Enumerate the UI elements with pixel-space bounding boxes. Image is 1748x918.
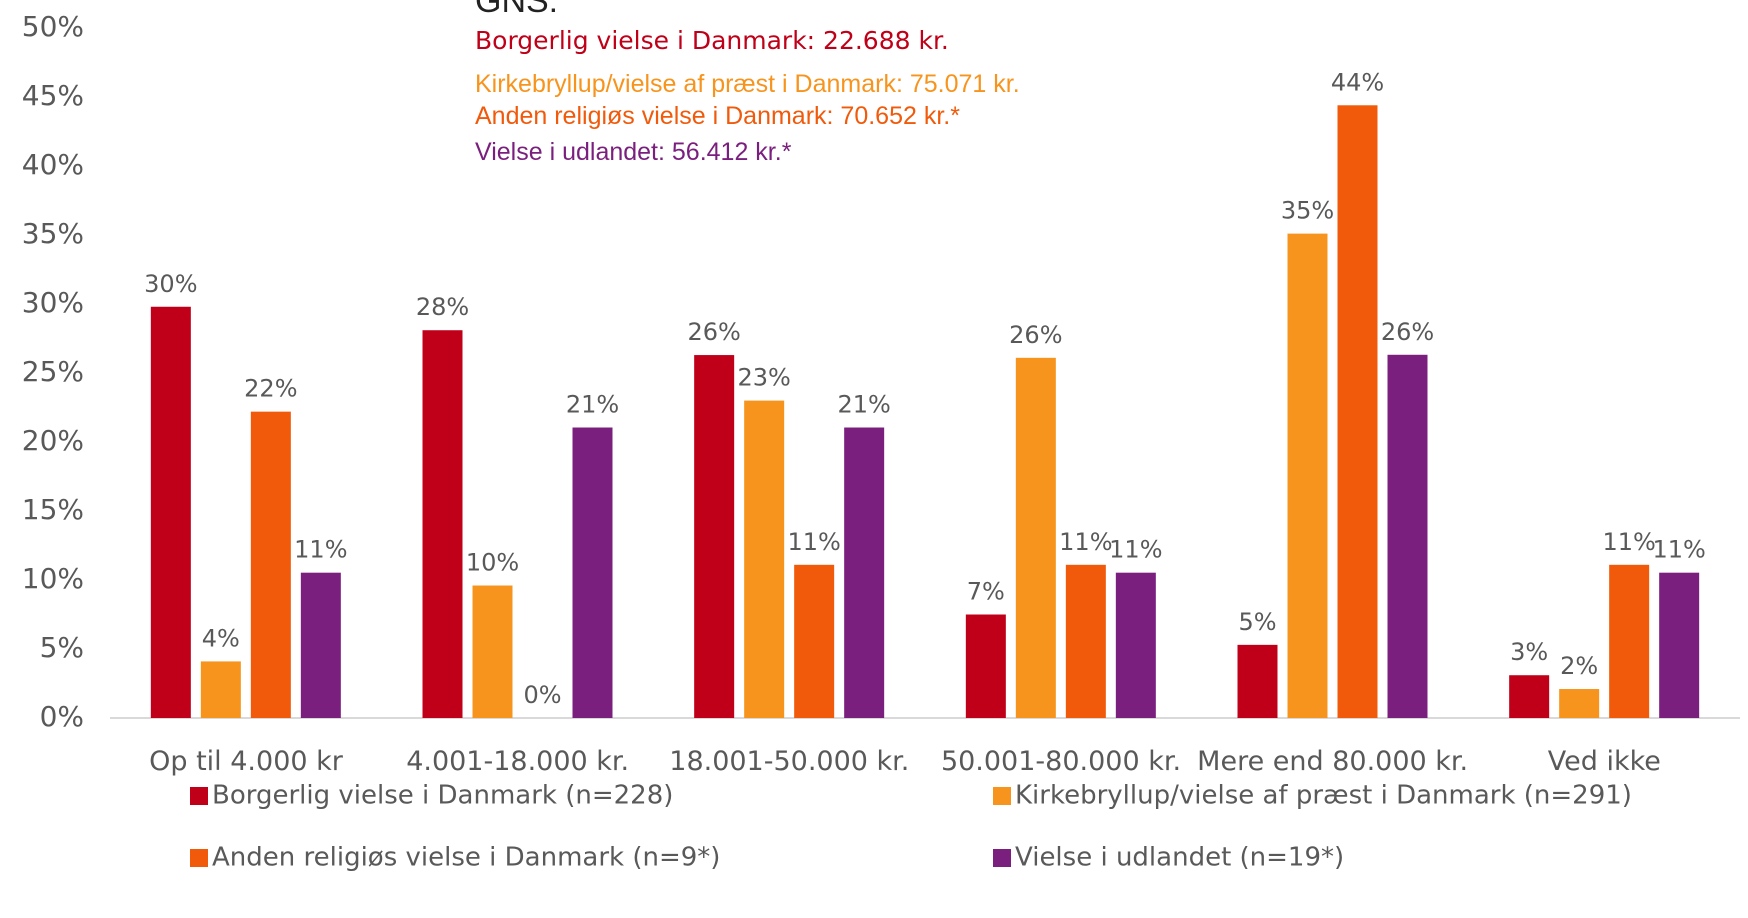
y-tick-label: 15% xyxy=(22,493,84,526)
y-tick-label: 0% xyxy=(40,700,84,733)
data-label: 30% xyxy=(144,270,197,298)
legend-swatch xyxy=(993,849,1011,867)
x-tick-label: Ved ikke xyxy=(1547,746,1661,777)
annotation: Borgerlig vielse i Danmark: 22.688 kr. xyxy=(475,26,949,55)
data-label: 23% xyxy=(737,364,790,392)
bar xyxy=(1115,572,1156,718)
legend-swatch xyxy=(993,787,1011,805)
data-label: 10% xyxy=(466,549,519,577)
y-tick-label: 5% xyxy=(40,631,84,664)
data-label: 2% xyxy=(1560,652,1598,680)
bar xyxy=(1287,233,1328,718)
data-label: 3% xyxy=(1510,638,1548,666)
bar xyxy=(1065,564,1106,718)
data-label: 4% xyxy=(202,624,240,652)
bar xyxy=(844,427,885,718)
bar xyxy=(1015,357,1056,718)
bar xyxy=(1659,572,1700,718)
y-tick-label: 40% xyxy=(22,148,84,181)
y-tick-label: 30% xyxy=(22,286,84,319)
bar xyxy=(744,400,785,718)
bar xyxy=(1609,564,1650,718)
bar xyxy=(965,614,1006,718)
legend-label: Vielse i udlandet (n=19*) xyxy=(1015,843,1344,873)
legend-swatch xyxy=(190,849,208,867)
data-label: 11% xyxy=(1059,528,1112,556)
y-tick-label: 45% xyxy=(22,79,84,112)
y-tick-label: 10% xyxy=(22,562,84,595)
bar xyxy=(150,306,191,718)
y-tick-label: 35% xyxy=(22,217,84,250)
data-label: 11% xyxy=(294,536,347,564)
bar xyxy=(1387,354,1428,718)
annotation: GNS: xyxy=(475,0,559,20)
data-label: 35% xyxy=(1281,197,1334,225)
data-label: 21% xyxy=(566,391,619,419)
bar xyxy=(794,564,835,718)
data-label: 22% xyxy=(244,375,297,403)
data-label: 11% xyxy=(1109,536,1162,564)
data-label: 28% xyxy=(416,293,469,321)
data-label: 11% xyxy=(1652,536,1705,564)
x-tick-label: Mere end 80.000 kr. xyxy=(1197,746,1469,777)
legend-label: Borgerlig vielse i Danmark (n=228) xyxy=(212,781,673,811)
data-label: 21% xyxy=(837,391,890,419)
bar xyxy=(694,355,735,718)
legend-swatch xyxy=(190,787,208,805)
data-label: 26% xyxy=(1009,321,1062,349)
bar xyxy=(300,572,341,718)
data-label: 26% xyxy=(687,318,740,346)
bar xyxy=(422,330,463,718)
x-tick-label: 18.001-50.000 kr. xyxy=(669,746,910,777)
y-tick-label: 50% xyxy=(22,10,84,43)
annotation: Vielse i udlandet: 56.412 kr.* xyxy=(475,138,792,166)
bar xyxy=(200,661,241,718)
bar xyxy=(1337,105,1378,718)
data-label: 5% xyxy=(1238,608,1276,636)
data-label: 44% xyxy=(1331,68,1384,96)
bar xyxy=(1559,689,1600,718)
x-tick-label: 4.001-18.000 kr. xyxy=(406,746,630,777)
x-tick-label: Op til 4.000 kr xyxy=(149,746,343,777)
data-label: 0% xyxy=(523,681,561,709)
data-label: 11% xyxy=(1602,528,1655,556)
bar xyxy=(472,585,513,718)
data-label: 11% xyxy=(787,528,840,556)
bar xyxy=(1237,644,1278,718)
x-tick-label: 50.001-80.000 kr. xyxy=(940,746,1182,777)
data-label: 26% xyxy=(1381,318,1434,346)
bar xyxy=(1509,675,1550,718)
bar xyxy=(572,427,613,718)
annotation: Kirkebryllup/vielse af præst i Danmark: … xyxy=(475,70,1020,98)
legend-label: Anden religiøs vielse i Danmark (n=9*) xyxy=(212,843,720,873)
legend-label: Kirkebryllup/vielse af præst i Danmark (… xyxy=(1015,781,1632,811)
annotation: Anden religiøs vielse i Danmark: 70.652 … xyxy=(475,102,960,130)
bar xyxy=(250,411,291,718)
y-tick-label: 20% xyxy=(22,424,84,457)
data-label: 7% xyxy=(967,578,1005,606)
y-tick-label: 25% xyxy=(22,355,84,388)
